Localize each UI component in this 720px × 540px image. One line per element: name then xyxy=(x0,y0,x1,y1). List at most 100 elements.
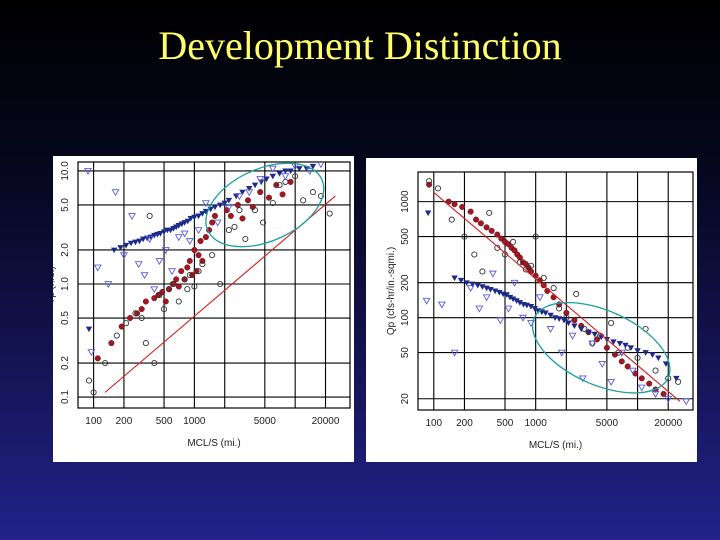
data-point-open-circle xyxy=(146,212,153,219)
data-point-filled-triangle xyxy=(199,211,206,217)
data-point-open-circle xyxy=(309,189,316,196)
y-tick-label: 1000 xyxy=(400,190,411,213)
x-axis-label: MCL/S (mi.) xyxy=(187,438,240,449)
data-point-filled-triangle xyxy=(216,202,224,209)
data-point-filled-triangle xyxy=(662,361,670,368)
data-point-filled-triangle xyxy=(649,352,656,358)
data-point-open-triangle xyxy=(281,173,290,181)
data-point-open-triangle xyxy=(256,176,265,184)
y-tick-label: 20 xyxy=(400,393,411,405)
data-point-filled-circle xyxy=(287,178,294,185)
data-point-filled-triangle xyxy=(542,310,549,317)
data-point-open-triangle xyxy=(180,230,189,238)
data-point-filled-triangle xyxy=(634,348,641,354)
data-point-open-triangle xyxy=(496,317,505,325)
data-point-filled-triangle xyxy=(496,290,503,296)
data-point-filled-circle xyxy=(646,380,653,387)
data-point-filled-triangle xyxy=(191,214,198,221)
data-point-open-circle xyxy=(138,314,145,322)
data-point-filled-triangle xyxy=(591,331,598,338)
y-tick-label: 2.0 xyxy=(60,243,71,257)
data-point-filled-triangle xyxy=(622,342,629,349)
x-tick-label: 200 xyxy=(116,416,133,427)
data-point-open-circle xyxy=(276,182,283,189)
data-point-open-circle xyxy=(181,276,188,283)
data-point-open-triangle xyxy=(568,332,577,340)
data-point-open-triangle xyxy=(422,297,431,305)
data-point-filled-circle xyxy=(195,252,202,259)
data-point-open-circle xyxy=(471,251,478,258)
data-point-open-circle xyxy=(573,290,580,298)
data-point-open-circle xyxy=(652,367,659,374)
data-point-filled-triangle xyxy=(616,340,624,347)
data-point-open-circle xyxy=(236,207,243,214)
qp-chart-panel: 100 200 500 1000 5000 20000 20 50 100 200 500 1000 M… xyxy=(366,158,697,462)
data-point-filled-triangle xyxy=(527,304,535,310)
data-point-filled-triangle xyxy=(457,277,465,284)
data-point-open-circle xyxy=(156,291,163,299)
data-point-open-circle xyxy=(175,298,182,305)
data-point-filled-triangle xyxy=(117,245,124,251)
data-point-filled-triangle xyxy=(246,186,253,192)
data-point-open-circle xyxy=(151,359,158,367)
data-point-open-circle xyxy=(165,286,173,293)
data-point-open-circle xyxy=(170,280,177,288)
qp-vs-mcls-chart: 100 200 500 1000 5000 20000 20 50 100 200 500 1000 M… xyxy=(386,171,694,451)
x-tick-label: 500 xyxy=(497,418,514,429)
data-point-filled-triangle xyxy=(642,350,649,356)
data-point-open-triangle xyxy=(87,349,96,357)
data-point-open-triangle xyxy=(504,305,513,313)
data-point-filled-circle xyxy=(118,323,125,330)
data-point-open-circle xyxy=(242,235,249,243)
data-point-filled-triangle xyxy=(565,320,572,327)
data-point-open-triangle xyxy=(235,193,244,201)
data-point-filled-triangle xyxy=(85,326,93,333)
data-point-open-circle xyxy=(426,178,433,185)
data-point-open-triangle xyxy=(168,268,177,276)
y-tick-label: 0.5 xyxy=(60,311,71,325)
data-point-filled-circle xyxy=(193,268,200,275)
data-point-filled-triangle xyxy=(463,280,470,286)
slide-title: Development Distinction xyxy=(158,23,562,68)
data-point-filled-triangle xyxy=(296,166,303,172)
x-tick-label: 5000 xyxy=(596,418,619,429)
data-point-open-circle xyxy=(634,354,641,361)
data-point-open-circle xyxy=(184,286,191,293)
data-point-filled-circle xyxy=(477,220,484,227)
data-point-filled-circle xyxy=(184,264,191,271)
data-point-filled-triangle xyxy=(157,231,164,237)
data-point-open-circle xyxy=(217,280,224,288)
data-point-open-triangle xyxy=(510,279,519,287)
data-layer xyxy=(84,162,336,396)
data-point-filled-circle xyxy=(511,247,518,254)
data-point-open-circle xyxy=(486,209,493,216)
data-point-open-circle xyxy=(142,340,149,347)
data-point-open-circle xyxy=(479,268,486,275)
data-point-open-circle xyxy=(527,262,535,269)
data-point-filled-triangle xyxy=(195,213,202,220)
data-point-filled-triangle xyxy=(578,326,585,333)
data-point-open-circle xyxy=(102,359,109,367)
x-tick-label: 500 xyxy=(156,416,173,427)
data-point-open-circle xyxy=(259,219,267,226)
data-point-filled-circle xyxy=(279,191,286,198)
data-point-open-circle xyxy=(269,200,276,207)
data-point-filled-circle xyxy=(108,340,115,347)
data-point-open-circle xyxy=(550,284,557,292)
data-point-open-circle xyxy=(90,389,97,396)
data-point-open-circle xyxy=(434,185,442,192)
data-point-filled-triangle xyxy=(560,317,568,324)
data-point-open-triangle xyxy=(535,294,544,302)
data-point-filled-circle xyxy=(211,212,218,219)
data-point-open-circle xyxy=(231,223,238,230)
data-point-open-circle xyxy=(675,378,682,385)
data-point-filled-triangle xyxy=(282,168,289,175)
data-point-filled-circle xyxy=(142,298,149,305)
data-point-open-triangle xyxy=(201,200,210,208)
data-point-filled-triangle xyxy=(239,189,246,196)
data-point-open-circle xyxy=(85,377,93,384)
data-point-open-triangle xyxy=(475,305,484,313)
data-point-filled-circle xyxy=(173,276,180,283)
data-point-filled-circle xyxy=(175,283,182,290)
data-point-filled-triangle xyxy=(122,242,130,249)
